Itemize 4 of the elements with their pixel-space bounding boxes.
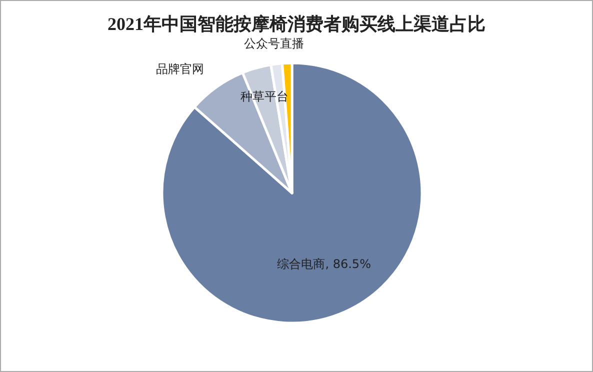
- chart-title: 2021年中国智能按摩椅消费者购买线上渠道占比: [108, 14, 486, 34]
- slice-label: 公众号直播: [244, 36, 304, 50]
- slice-label: 综合电商, 86.5%: [277, 257, 371, 272]
- slice-label: 品牌官网: [156, 62, 204, 76]
